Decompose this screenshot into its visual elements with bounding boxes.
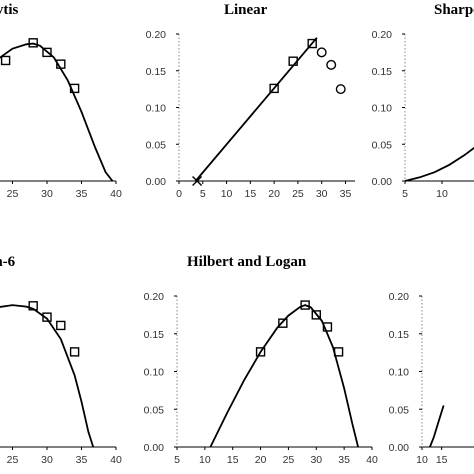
data-point-square (322, 322, 333, 332)
x-tick-label: 30 (316, 188, 328, 200)
x-tick-label: 15 (227, 454, 239, 466)
data-point-square (288, 56, 298, 66)
x-tick-label: 10 (199, 454, 211, 466)
fitted-curve (0, 42, 114, 182)
x-tick-label: 10 (436, 188, 448, 200)
x-tick-label: 10 (416, 454, 428, 466)
fitted-curve (194, 37, 318, 182)
data-point-square (28, 301, 38, 311)
y-tick-label: 0.10 (144, 367, 165, 379)
x-tick-label: 30 (310, 454, 322, 466)
panel-title: Hilbert and Logan (187, 254, 307, 270)
x-tick-label: 30 (41, 188, 53, 200)
y-tick-label: 0.10 (389, 367, 410, 379)
y-tick-label: 0.05 (372, 139, 393, 151)
data-point-square (69, 347, 80, 357)
plot-area: 5 10 0.00 0.05 0.10 0.15 0.20 (372, 29, 474, 200)
plot-area: 5 10 15 20 25 30 35 40 0.00 0.05 0.10 0.15 0.20 (144, 291, 378, 466)
data-point-square (69, 83, 80, 94)
x-tick-label: 10 (221, 188, 233, 200)
y-tick-label: 0.15 (372, 66, 393, 78)
x-tick-label: 40 (110, 188, 122, 200)
x-tick-label: 20 (255, 454, 267, 466)
y-tick-label: 0.10 (146, 103, 167, 115)
plot-area: 0 5 10 15 20 25 30 35 0.00 0.05 0.10 0.15 0.20 (146, 29, 355, 200)
panel-title: Sharpe (434, 2, 474, 18)
x-tick-label: 40 (366, 454, 378, 466)
x-tick-label: 25 (7, 454, 19, 466)
data-point-square (333, 347, 344, 357)
excluded-point-circle (326, 59, 337, 70)
x-tick-label: 25 (283, 454, 295, 466)
x-tick-label: 5 (402, 188, 408, 200)
x-tick-label: 25 (7, 188, 19, 200)
x-tick-label: 5 (174, 454, 180, 466)
data-point-square (0, 55, 11, 66)
y-tick-label: 0.00 (144, 442, 165, 454)
fitted-curve (429, 405, 445, 448)
y-tick-label: 0.05 (389, 404, 410, 416)
data-point-square (56, 320, 66, 331)
data-point-square (311, 310, 321, 320)
fitted-curve (209, 304, 359, 448)
y-tick-label: 0.00 (146, 176, 167, 188)
panel-sharpe: Sharpe 5 10 0.00 0.05 0.10 0.15 0.20 (372, 2, 474, 200)
panel-linear: Linear 0 5 10 15 20 25 30 35 0.00 0.05 0.10 0.15 0.2… (146, 2, 355, 200)
plot-area: 10 15 0.00 0.05 0.10 0.15 0.20 (389, 291, 474, 466)
x-tick-label: 35 (76, 454, 88, 466)
panel-title: Lactin-6 (0, 254, 16, 270)
data-point-square (307, 38, 317, 49)
panel-title: Linear (224, 2, 268, 18)
data-point-square (278, 318, 288, 328)
x-tick-label: 15 (436, 454, 448, 466)
x-tick-label: 30 (41, 454, 53, 466)
y-tick-label: 0.05 (146, 139, 167, 151)
y-tick-label: 0.10 (372, 103, 393, 115)
data-point-square (269, 83, 279, 94)
x-tick-label: 0 (176, 188, 182, 200)
x-tick-label: 35 (76, 188, 88, 200)
data-point-square (300, 300, 310, 310)
x-tick-label: 35 (340, 188, 352, 200)
y-tick-label: 0.05 (144, 404, 165, 416)
panel-title: Analytis (0, 2, 19, 18)
y-tick-label: 0.20 (146, 29, 167, 41)
excluded-point-circle (316, 47, 327, 58)
x-tick-label: 25 (292, 188, 304, 200)
data-point-square (28, 38, 38, 48)
fitted-curve (404, 146, 474, 182)
x-tick-label: 40 (110, 454, 122, 466)
x-tick-label: 20 (268, 188, 280, 200)
data-point-square (42, 47, 52, 58)
y-tick-label: 0.00 (389, 442, 410, 454)
intercept-cross-marker (192, 176, 203, 186)
data-point-square (42, 312, 52, 322)
data-point-square (56, 59, 66, 69)
fitted-curve (0, 304, 95, 448)
x-tick-label: 35 (338, 454, 350, 466)
y-tick-label: 0.20 (372, 29, 393, 41)
y-tick-label: 0.15 (144, 329, 165, 341)
panel-right-bottom: 10 15 0.00 0.05 0.10 0.15 0.20 (389, 291, 474, 466)
y-tick-label: 0.15 (389, 329, 410, 341)
data-point-square (255, 347, 266, 357)
y-tick-label: 0.15 (146, 66, 167, 78)
y-tick-label: 0.20 (144, 291, 165, 303)
x-tick-label: 15 (245, 188, 257, 200)
excluded-point-circle (335, 84, 346, 95)
y-tick-label: 0.00 (372, 176, 393, 188)
panel-hilbert-logan: Hilbert and Logan 5 10 15 20 25 30 35 40 0.00 0.0… (144, 254, 378, 466)
x-tick-label: 5 (200, 188, 206, 200)
y-tick-label: 0.20 (389, 291, 410, 303)
